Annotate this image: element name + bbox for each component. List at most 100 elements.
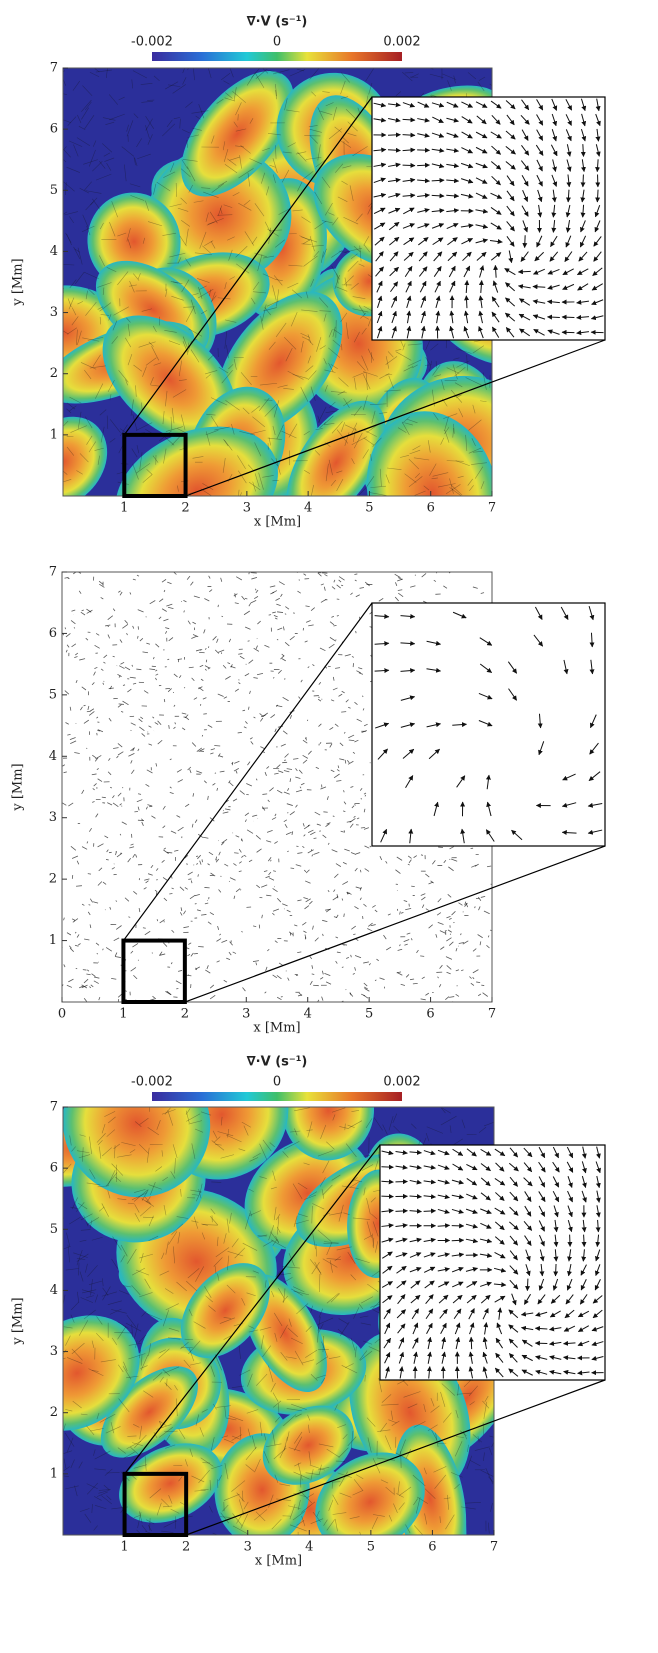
arrow xyxy=(432,180,444,181)
y-tick-label: 7 xyxy=(49,565,57,580)
arrow xyxy=(202,735,203,736)
arrow xyxy=(583,144,584,156)
x-tick-label: 6 xyxy=(426,1007,434,1022)
arrow xyxy=(118,999,119,1002)
y-tick-label: 1 xyxy=(50,1466,58,1481)
x-tick-label: 7 xyxy=(488,501,496,516)
y-axis-label: y [Mm] xyxy=(11,1297,26,1345)
arrow xyxy=(214,745,220,746)
arrow xyxy=(146,617,147,618)
arrow xyxy=(518,271,530,272)
y-tick-label: 6 xyxy=(50,1161,58,1176)
x-tick-label: 4 xyxy=(305,1540,313,1555)
x-tick-label: 1 xyxy=(120,1540,128,1555)
arrow xyxy=(169,893,172,894)
arrow xyxy=(248,641,250,642)
arrow xyxy=(466,296,467,308)
arrow xyxy=(583,174,584,186)
y-tick-label: 3 xyxy=(49,810,57,825)
x-tick-label: 7 xyxy=(488,1007,496,1022)
arrow xyxy=(238,732,242,733)
arrow xyxy=(395,1211,407,1212)
colorbar-tick-label: -0.002 xyxy=(131,35,173,50)
arrow xyxy=(106,859,109,860)
x-tick-label: 6 xyxy=(428,1540,436,1555)
x-tick-label: 2 xyxy=(182,1540,190,1555)
colorbar-tick-label: 0 xyxy=(273,35,281,50)
arrow xyxy=(121,806,122,807)
arrow xyxy=(308,825,310,826)
arrow xyxy=(449,859,450,860)
y-tick-label: 2 xyxy=(50,1405,58,1420)
arrow xyxy=(196,856,198,857)
colorbar-label: ∇·V (s⁻¹) xyxy=(247,1055,308,1070)
arrow xyxy=(452,1240,464,1241)
y-tick-label: 1 xyxy=(50,427,58,442)
streak xyxy=(492,342,499,345)
arrow xyxy=(104,681,105,682)
arrow xyxy=(421,855,423,856)
arrow xyxy=(562,317,574,318)
x-tick-label: 3 xyxy=(243,501,251,516)
arrow xyxy=(354,574,357,575)
arrow xyxy=(584,1235,585,1247)
y-axis-label: y [Mm] xyxy=(11,258,26,306)
colorbar-tick-label: 0.002 xyxy=(383,35,420,50)
arrow xyxy=(388,135,400,136)
arrow xyxy=(234,853,238,854)
x-tick-label: 2 xyxy=(181,501,189,516)
arrow xyxy=(362,696,363,697)
arrow xyxy=(286,971,287,972)
arrow xyxy=(240,890,241,891)
arrow xyxy=(342,967,344,968)
x-tick-label: 1 xyxy=(120,501,128,516)
x-tick-label: 2 xyxy=(181,1007,189,1022)
arrow xyxy=(178,659,182,660)
y-tick-label: 4 xyxy=(50,1283,58,1298)
arrow xyxy=(527,1279,528,1291)
arrow xyxy=(84,705,86,706)
x-tick-label: 0 xyxy=(58,1007,66,1022)
inset xyxy=(372,97,605,340)
x-tick-label: 4 xyxy=(304,501,312,516)
arrow xyxy=(333,816,335,817)
streak xyxy=(439,63,443,68)
arrow xyxy=(417,165,429,166)
arrow xyxy=(432,195,444,196)
x-tick-label: 6 xyxy=(427,501,435,516)
colorbar-tick-label: -0.002 xyxy=(131,1075,173,1090)
arrow xyxy=(547,317,559,318)
inset xyxy=(372,603,605,846)
arrow xyxy=(341,585,343,586)
arrow xyxy=(403,165,415,166)
arrow xyxy=(370,763,371,764)
colorbar-tick-label: 0.002 xyxy=(383,1075,420,1090)
arrow xyxy=(231,763,232,764)
arrow xyxy=(314,838,317,839)
x-axis-label: x [Mm] xyxy=(255,1554,302,1569)
arrow xyxy=(184,687,185,688)
x-tick-label: 4 xyxy=(304,1007,312,1022)
x-tick-label: 1 xyxy=(119,1007,127,1022)
x-axis-label: x [Mm] xyxy=(253,1021,300,1036)
arrow xyxy=(307,720,308,721)
arrow xyxy=(88,874,91,875)
colorbar-label: ∇·V (s⁻¹) xyxy=(247,15,308,30)
y-tick-label: 3 xyxy=(50,305,58,320)
inset xyxy=(380,1145,605,1380)
y-tick-label: 2 xyxy=(49,872,57,887)
y-tick-label: 7 xyxy=(50,61,58,76)
y-tick-label: 4 xyxy=(50,244,58,259)
y-tick-label: 6 xyxy=(49,626,57,641)
arrow xyxy=(97,730,100,731)
y-tick-label: 2 xyxy=(50,366,58,381)
arrow xyxy=(450,934,451,935)
arrow xyxy=(424,1211,436,1212)
arrow xyxy=(169,725,170,729)
arrow xyxy=(97,953,98,954)
x-tick-label: 5 xyxy=(365,1007,373,1022)
inset-frame xyxy=(372,97,605,340)
y-tick-label: 5 xyxy=(50,1222,58,1237)
arrow xyxy=(152,953,153,954)
x-tick-label: 3 xyxy=(242,1007,250,1022)
